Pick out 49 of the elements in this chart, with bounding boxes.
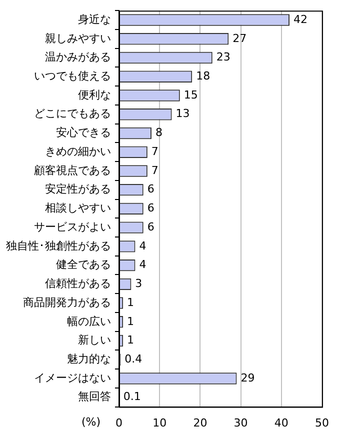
data-label: 0.4 <box>124 352 142 366</box>
y-tick-label: 健全である <box>56 258 111 272</box>
data-label: 7 <box>151 144 158 158</box>
y-tick-label: 安心できる <box>56 126 111 140</box>
data-label: 6 <box>147 182 154 196</box>
y-tick-label: サービスがよい <box>34 220 111 234</box>
y-tick-label: 独自性･独創性がある <box>6 239 111 252</box>
x-tick-label: 30 <box>234 416 248 430</box>
data-label: 23 <box>216 50 230 64</box>
y-tick-label: 商品開発力がある <box>23 296 111 309</box>
data-label: 7 <box>151 164 158 177</box>
y-tick-label: 無回答 <box>78 390 111 404</box>
y-tick-label: 親しみやすい <box>45 32 111 45</box>
data-label: 3 <box>135 277 142 290</box>
data-label: 13 <box>176 107 190 120</box>
data-label: 42 <box>294 12 308 26</box>
data-label: 6 <box>147 220 154 234</box>
y-tick-label: 安定性がある <box>45 182 111 196</box>
data-label: 1 <box>127 296 134 309</box>
y-tick-label: 魅力的な <box>67 352 111 366</box>
x-tick-label: 0 <box>116 416 122 430</box>
x-tick-label: 40 <box>274 416 288 430</box>
y-tick-label: 顧客視点である <box>34 164 111 177</box>
data-label: 4 <box>139 258 146 272</box>
data-label: 0.1 <box>123 390 141 404</box>
x-tick-label: 20 <box>193 416 208 430</box>
x-tick-label: 10 <box>152 416 167 430</box>
y-tick-label: イメージはない <box>34 371 111 384</box>
y-tick-label: 信頼性がある <box>45 277 111 290</box>
y-tick-label: 新しい <box>78 334 111 347</box>
x-axis-title: (%) <box>81 416 101 429</box>
data-label: 1 <box>127 314 134 328</box>
y-tick-label: 便利な <box>78 88 111 102</box>
y-tick-label: 相談しやすい <box>45 202 111 215</box>
data-label: 6 <box>147 202 154 215</box>
y-tick-label: 温かみがある <box>45 50 111 64</box>
data-label: 4 <box>139 239 146 252</box>
data-label: 15 <box>184 88 198 102</box>
y-tick-label: 幅の広い <box>67 314 111 328</box>
x-tick-label: 50 <box>315 416 329 430</box>
data-label: 18 <box>196 69 210 82</box>
y-tick-label: 身近な <box>78 12 111 26</box>
data-label: 29 <box>240 371 255 384</box>
data-label: 8 <box>155 126 162 140</box>
y-tick-label: きめの細かい <box>45 144 111 158</box>
y-tick-label: いつでも使える <box>34 69 111 82</box>
data-label: 27 <box>232 32 247 45</box>
data-label: 1 <box>127 334 134 347</box>
y-tick-label: どこにでもある <box>34 107 111 120</box>
